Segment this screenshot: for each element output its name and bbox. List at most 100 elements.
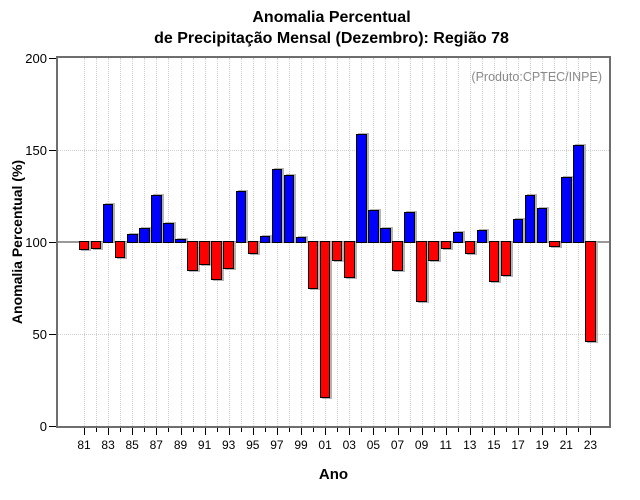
bar-year-23: [585, 241, 596, 343]
bar-year-18: [524, 195, 536, 243]
x-tick-85: [132, 428, 134, 435]
x-tick-04: [361, 428, 363, 432]
x-tick-label-21: 21: [559, 438, 573, 452]
x-tick-92: [216, 428, 218, 432]
x-tick-label-01: 01: [318, 438, 332, 452]
bar-year-97: [271, 169, 283, 243]
x-tick-label-05: 05: [366, 438, 381, 452]
x-tick-18: [530, 428, 532, 432]
bar-year-04: [356, 134, 367, 243]
x-tick-19: [542, 428, 544, 435]
x-tick-label-83: 83: [101, 438, 115, 452]
x-tick-label-19: 19: [535, 438, 549, 452]
x-tick-82: [96, 428, 98, 432]
x-tick-07: [397, 428, 399, 435]
x-axis-title: Ano: [318, 466, 349, 483]
x-tick-label-87: 87: [149, 438, 163, 452]
bar-year-81: [78, 241, 90, 251]
bar-year-83: [102, 204, 114, 243]
bar-year-96: [259, 235, 271, 243]
chart-title-line2: de Precipitação Mensal (Dezembro): Regiã…: [154, 30, 509, 47]
bar-year-11: [440, 241, 451, 249]
x-tick-22: [578, 428, 580, 432]
gridline-horizontal: [58, 334, 609, 335]
x-tick-95: [252, 428, 254, 435]
bar-year-00: [307, 241, 319, 289]
bar-year-92: [211, 241, 222, 280]
x-tick-94: [240, 428, 242, 432]
x-tick-label-85: 85: [125, 438, 139, 452]
x-tick-83: [108, 428, 110, 435]
bar-year-09: [416, 241, 427, 302]
x-tick-88: [168, 428, 170, 432]
x-tick-84: [120, 428, 122, 432]
bar-year-91: [199, 241, 210, 266]
bar-year-19: [536, 207, 548, 243]
x-tick-86: [144, 428, 146, 432]
x-tick-01: [325, 428, 327, 435]
bar-year-08: [404, 211, 415, 243]
chart-title-line1: Anomalia Percentual: [252, 9, 411, 26]
x-tick-15: [493, 428, 495, 435]
bar-year-21: [561, 176, 572, 243]
x-tick-23: [590, 428, 592, 435]
bar-year-16: [500, 241, 512, 277]
x-tick-14: [481, 428, 483, 432]
x-tick-89: [180, 428, 182, 435]
y-tick-0: [49, 426, 57, 427]
bar-year-93: [223, 241, 234, 269]
gridline-horizontal: [58, 150, 609, 151]
x-tick-81: [84, 428, 85, 435]
y-tick-label-150: 150: [25, 143, 47, 158]
bar-year-05: [368, 209, 379, 243]
x-tick-98: [289, 428, 290, 432]
x-tick-label-81: 81: [77, 438, 91, 452]
plot-area: (Produto:CPTEC/INPE): [56, 56, 611, 428]
bar-year-14: [476, 230, 488, 243]
x-tick-11: [445, 428, 447, 435]
bar-year-84: [114, 241, 126, 258]
x-tick-06: [385, 428, 387, 432]
y-tick-label-200: 200: [25, 51, 47, 66]
x-tick-05: [373, 428, 375, 435]
bar-year-89: [175, 239, 186, 243]
bar-year-85: [127, 233, 138, 243]
bar-year-02: [331, 241, 343, 262]
x-tick-label-15: 15: [487, 438, 501, 452]
y-tick-label-100: 100: [25, 235, 47, 250]
bar-year-17: [512, 218, 524, 243]
x-tick-09: [421, 428, 423, 435]
chart-title: Anomalia Percentual de Precipitação Mens…: [0, 7, 640, 49]
x-tick-16: [506, 428, 507, 432]
y-tick-label-0: 0: [39, 419, 47, 434]
bar-year-94: [235, 191, 246, 243]
x-tick-00: [313, 428, 315, 432]
bar-year-88: [163, 222, 174, 243]
bar-year-82: [90, 241, 102, 249]
bar-year-06: [380, 228, 391, 243]
x-tick-label-95: 95: [246, 438, 260, 452]
bar-year-87: [151, 195, 162, 243]
x-tick-label-89: 89: [173, 438, 188, 452]
x-tick-13: [469, 428, 471, 435]
bar-year-98: [283, 174, 295, 243]
x-tick-02: [337, 428, 339, 432]
x-tick-93: [228, 428, 230, 435]
x-tick-87: [156, 428, 158, 435]
bar-year-15: [488, 241, 500, 282]
x-tick-label-97: 97: [270, 438, 284, 452]
x-tick-label-99: 99: [294, 438, 308, 452]
x-tick-label-03: 03: [342, 438, 356, 452]
x-tick-label-13: 13: [463, 438, 477, 452]
y-tick-200: [49, 58, 57, 59]
bar-year-07: [392, 241, 403, 271]
bar-year-03: [344, 241, 355, 278]
x-tick-label-17: 17: [511, 438, 525, 452]
bar-year-12: [452, 231, 463, 243]
x-tick-label-23: 23: [583, 438, 598, 452]
y-tick-100: [49, 242, 57, 243]
bar-year-90: [187, 241, 198, 271]
y-tick-50: [49, 334, 57, 335]
x-tick-label-09: 09: [414, 438, 429, 452]
